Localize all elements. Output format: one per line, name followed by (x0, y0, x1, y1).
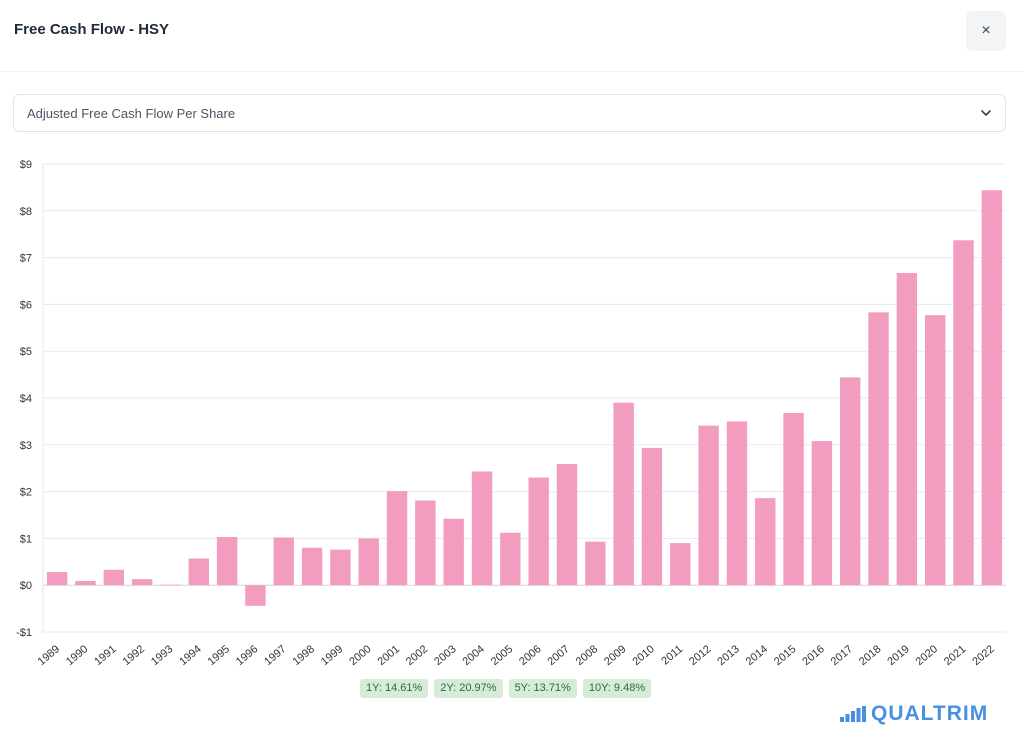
bar-2001[interactable] (386, 491, 408, 586)
x-tick-label: 2013 (715, 643, 741, 668)
bar-2010[interactable] (641, 448, 663, 586)
metric-dropdown-value: Adjusted Free Cash Flow Per Share (27, 106, 236, 121)
y-tick-label: $9 (20, 159, 32, 171)
bar-1995[interactable] (216, 536, 238, 586)
x-tick-label: 1995 (206, 643, 232, 668)
bar-1998[interactable] (301, 547, 323, 586)
bar-chart-logo-icon (840, 706, 866, 722)
growth-badge-2y: 2Y: 20.97% (434, 679, 503, 698)
x-tick-label: 2009 (602, 643, 628, 668)
bar-1999[interactable] (330, 549, 351, 586)
x-tick-label: 1993 (149, 643, 175, 668)
x-tick-label: 2000 (347, 643, 373, 668)
chart-bars (46, 190, 1003, 606)
bar-2006[interactable] (528, 477, 549, 586)
bar-2003[interactable] (443, 518, 464, 586)
x-tick-label: 1990 (64, 643, 90, 668)
y-tick-label: $4 (20, 393, 32, 405)
bar-1997[interactable] (273, 537, 294, 586)
bar-2014[interactable] (755, 498, 776, 586)
y-tick-label: $0 (20, 580, 32, 592)
growth-badges: 1Y: 14.61% 2Y: 20.97% 5Y: 13.71% 10Y: 9.… (360, 679, 652, 698)
bar-2011[interactable] (670, 543, 691, 586)
x-tick-label: 2019 (885, 643, 911, 668)
bar-2008[interactable] (585, 541, 606, 586)
y-tick-label: -$1 (16, 627, 32, 639)
x-tick-label: 1998 (291, 643, 317, 668)
bar-2015[interactable] (783, 412, 804, 586)
bar-1994[interactable] (188, 558, 209, 586)
bar-2012[interactable] (698, 425, 719, 586)
bar-2000[interactable] (358, 538, 379, 586)
y-tick-label: $3 (20, 440, 32, 452)
bar-1991[interactable] (103, 569, 125, 586)
x-tick-label: 1999 (319, 643, 345, 668)
x-axis-ticks: 1989 1990 1991 1992 1993 1994 1995 1996 1997 1998… (36, 643, 997, 668)
modal-header: Free Cash Flow - HSY × (0, 0, 1024, 72)
x-tick-label: 2004 (460, 643, 486, 668)
bar-2021[interactable] (953, 240, 974, 586)
x-tick-label: 2015 (772, 643, 798, 668)
bar-2016[interactable] (811, 441, 833, 586)
brand-name: QUALTRIM (871, 702, 989, 725)
metric-dropdown[interactable]: Adjusted Free Cash Flow Per Share (13, 94, 1006, 132)
bar-2009[interactable] (613, 402, 634, 586)
bar-1990[interactable] (75, 580, 96, 586)
bar-1989[interactable] (46, 572, 68, 586)
x-tick-label: 1996 (234, 643, 260, 668)
close-button[interactable]: × (966, 11, 1006, 51)
x-tick-label: 2006 (517, 643, 543, 668)
bar-2004[interactable] (471, 471, 493, 586)
x-tick-label: 2010 (630, 643, 656, 668)
y-tick-label: $5 (20, 346, 32, 358)
x-tick-label: 2020 (914, 643, 940, 668)
x-tick-label: 2011 (659, 643, 685, 667)
y-tick-label: $7 (20, 253, 32, 265)
bar-2019[interactable] (896, 273, 918, 586)
qualtrim-logo: QUALTRIM (840, 702, 988, 726)
bar-1996[interactable] (245, 585, 266, 606)
x-tick-label: 2022 (970, 643, 996, 668)
x-tick-label: 2003 (432, 643, 458, 668)
x-tick-label: 1997 (262, 643, 288, 668)
growth-badge-1y: 1Y: 14.61% (360, 679, 429, 698)
x-tick-label: 1994 (177, 643, 203, 668)
y-tick-label: $2 (20, 487, 32, 499)
bar-2007[interactable] (556, 463, 578, 586)
bar-2017[interactable] (840, 377, 861, 586)
x-tick-label: 2008 (574, 643, 600, 668)
x-tick-label: 2016 (800, 643, 826, 668)
x-tick-label: 2018 (857, 643, 883, 668)
x-tick-label: 2012 (687, 643, 713, 668)
x-tick-label: 2001 (376, 643, 402, 668)
bar-1992[interactable] (131, 579, 153, 586)
growth-badge-10y: 10Y: 9.48% (582, 679, 652, 698)
growth-badge-5y: 5Y: 13.71% (508, 679, 577, 698)
x-tick-label: 2007 (545, 643, 571, 668)
bar-2013[interactable] (726, 421, 748, 586)
close-icon: × (981, 22, 991, 39)
fcf-bar-chart: -$1 $0 $1 $2 $3 $4 $5 $6 $7 $8 $9 1989 1990 1991 1992… (16, 159, 1006, 668)
chart-gridlines (42, 163, 1006, 633)
bar-2022[interactable] (981, 190, 1003, 586)
x-tick-label: 2002 (404, 643, 430, 668)
x-tick-label: 1992 (121, 643, 147, 668)
x-tick-label: 2021 (942, 643, 968, 668)
modal-title: Free Cash Flow - HSY (14, 21, 170, 38)
bar-2018[interactable] (868, 312, 889, 586)
y-tick-label: $1 (20, 533, 32, 545)
x-tick-label: 2017 (829, 643, 855, 668)
x-tick-label: 1991 (92, 643, 118, 668)
bar-2005[interactable] (500, 532, 521, 586)
bar-2020[interactable] (924, 315, 946, 586)
y-tick-label: $8 (20, 206, 32, 218)
x-tick-label: 2014 (744, 643, 770, 668)
x-tick-label: 2005 (489, 643, 515, 668)
x-tick-label: 1989 (36, 643, 62, 668)
y-tick-label: $6 (20, 299, 32, 311)
bar-2002[interactable] (415, 500, 436, 586)
bar-1993[interactable] (160, 584, 181, 586)
chevron-down-icon (981, 110, 991, 116)
y-axis-ticks: -$1 $0 $1 $2 $3 $4 $5 $6 $7 $8 $9 (16, 159, 32, 639)
